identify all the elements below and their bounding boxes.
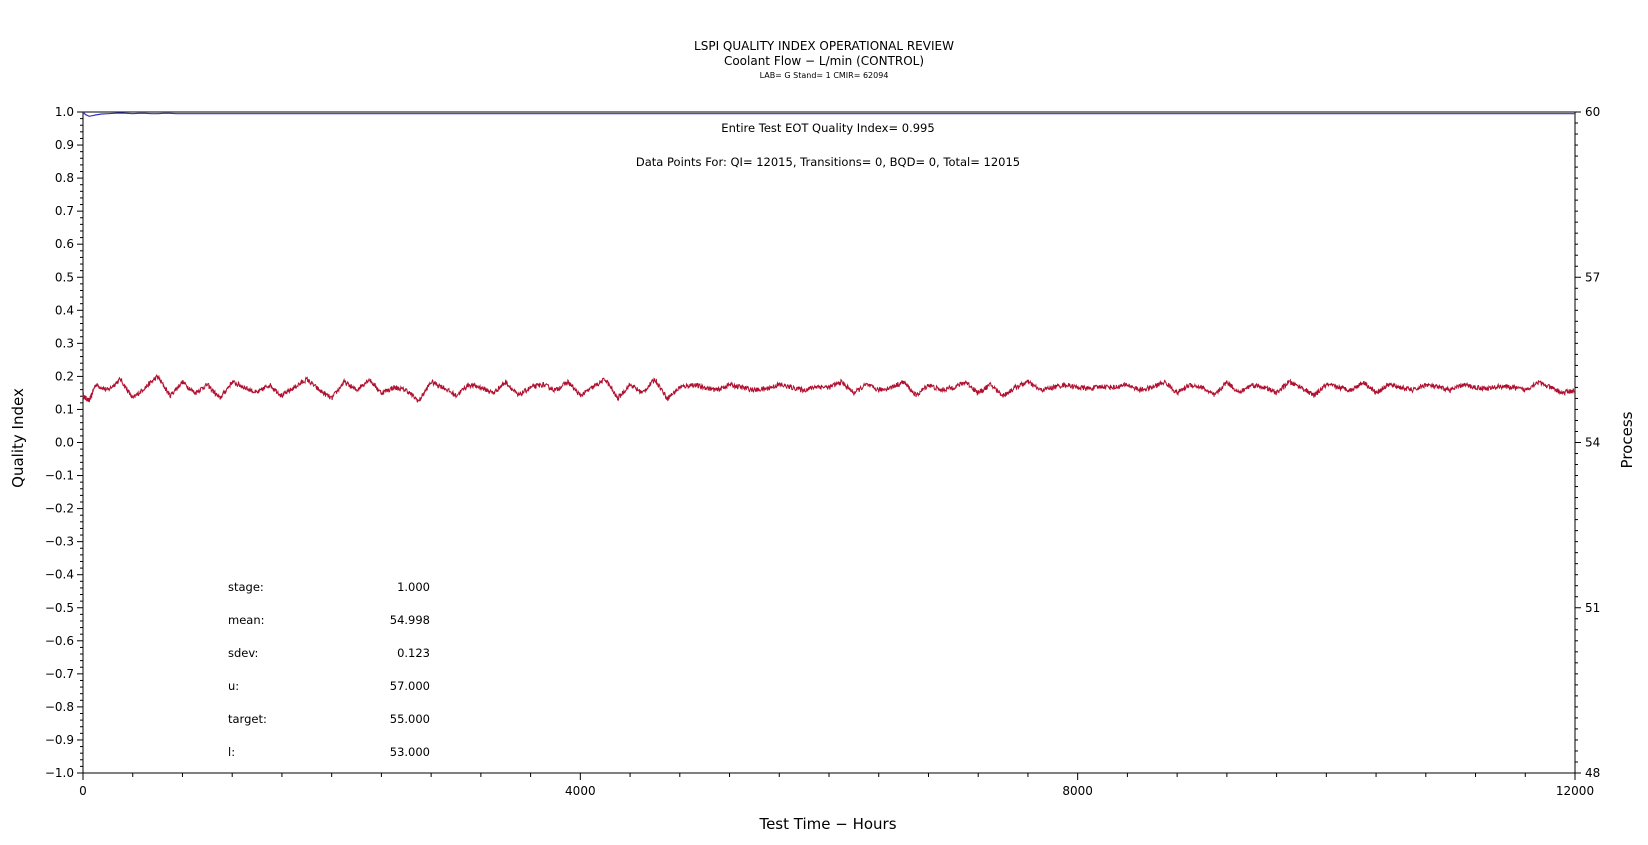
right-y-axis: 60 57 54 51 48 bbox=[1575, 105, 1600, 780]
plot-area bbox=[82, 111, 1576, 774]
left-y-axis-label: Quality Index bbox=[9, 388, 27, 488]
right-y-tick-label: 54 bbox=[1585, 436, 1600, 450]
left-y-tick-label: −0.7 bbox=[45, 667, 74, 681]
stat-label: mean: bbox=[228, 613, 265, 627]
left-y-tick-label: −0.9 bbox=[45, 733, 74, 747]
x-tick-label: 4000 bbox=[565, 784, 596, 798]
left-y-tick-label: 0.7 bbox=[55, 204, 74, 218]
stat-value: 0.123 bbox=[397, 646, 430, 660]
left-y-tick-label: −1.0 bbox=[45, 766, 74, 780]
right-y-tick-label: 57 bbox=[1585, 270, 1600, 284]
process-series-line bbox=[82, 373, 1576, 403]
data-points-annotation: Data Points For: QI= 12015, Transitions=… bbox=[636, 155, 1020, 169]
series-layer bbox=[82, 111, 1576, 403]
stat-value: 1.000 bbox=[397, 580, 430, 594]
quality-index-annotation: Entire Test EOT Quality Index= 0.995 bbox=[721, 121, 934, 135]
left-y-tick-label: 0.8 bbox=[55, 171, 74, 185]
left-y-axis: 1.0 0.9 0.8 0.7 0.6 0.5 0.4 0.3 0.2 0.1 0.0 −0.1 −0.… bbox=[45, 105, 83, 780]
x-axis: 0 4000 8000 12000 bbox=[79, 773, 1594, 798]
right-y-tick-label: 48 bbox=[1585, 766, 1600, 780]
left-y-tick-label: −0.1 bbox=[45, 469, 74, 483]
right-y-tick-label: 60 bbox=[1585, 105, 1600, 119]
left-y-tick-label: −0.5 bbox=[45, 601, 74, 615]
stat-value: 57.000 bbox=[390, 679, 430, 693]
left-y-tick-label: 0.9 bbox=[55, 138, 74, 152]
left-y-tick-label: −0.3 bbox=[45, 535, 74, 549]
left-y-tick-label: −0.8 bbox=[45, 700, 74, 714]
left-y-tick-label: 0.1 bbox=[55, 402, 74, 416]
left-y-tick-label: 0.3 bbox=[55, 336, 74, 350]
x-tick-label: 8000 bbox=[1062, 784, 1093, 798]
x-axis-label: Test Time − Hours bbox=[758, 815, 896, 833]
stat-label: l: bbox=[228, 745, 235, 759]
left-y-tick-label: 0.5 bbox=[55, 270, 74, 284]
stat-label: stage: bbox=[228, 580, 264, 594]
right-y-axis-label: Process bbox=[1618, 411, 1636, 468]
stat-value: 53.000 bbox=[390, 745, 430, 759]
left-y-tick-label: 0.0 bbox=[55, 436, 74, 450]
stat-value: 55.000 bbox=[390, 712, 430, 726]
stat-label: sdev: bbox=[228, 646, 258, 660]
left-y-tick-label: −0.6 bbox=[45, 634, 74, 648]
quality-index-series-line bbox=[82, 111, 1575, 117]
stat-label: target: bbox=[228, 712, 267, 726]
left-y-tick-label: 1.0 bbox=[55, 105, 74, 119]
x-tick-label: 12000 bbox=[1556, 784, 1594, 798]
stat-label: u: bbox=[228, 679, 239, 693]
left-y-tick-label: −0.4 bbox=[45, 568, 74, 582]
left-y-tick-label: 0.6 bbox=[55, 237, 74, 251]
left-y-tick-label: −0.2 bbox=[45, 502, 74, 516]
stat-value: 54.998 bbox=[390, 613, 430, 627]
right-y-tick-label: 51 bbox=[1585, 601, 1600, 615]
left-y-tick-label: 0.4 bbox=[55, 303, 74, 317]
left-y-tick-label: 0.2 bbox=[55, 369, 74, 383]
x-tick-label: 0 bbox=[79, 784, 87, 798]
chart-subtitle: Coolant Flow − L/min (CONTROL) bbox=[724, 54, 924, 68]
chart-subtitle-details: LAB= G Stand= 1 CMIR= 62094 bbox=[760, 71, 889, 80]
chart-title: LSPI QUALITY INDEX OPERATIONAL REVIEW bbox=[694, 39, 954, 53]
stats-table: stage: 1.000 mean: 54.998 sdev: 0.123 u: 57.000… bbox=[228, 580, 430, 759]
